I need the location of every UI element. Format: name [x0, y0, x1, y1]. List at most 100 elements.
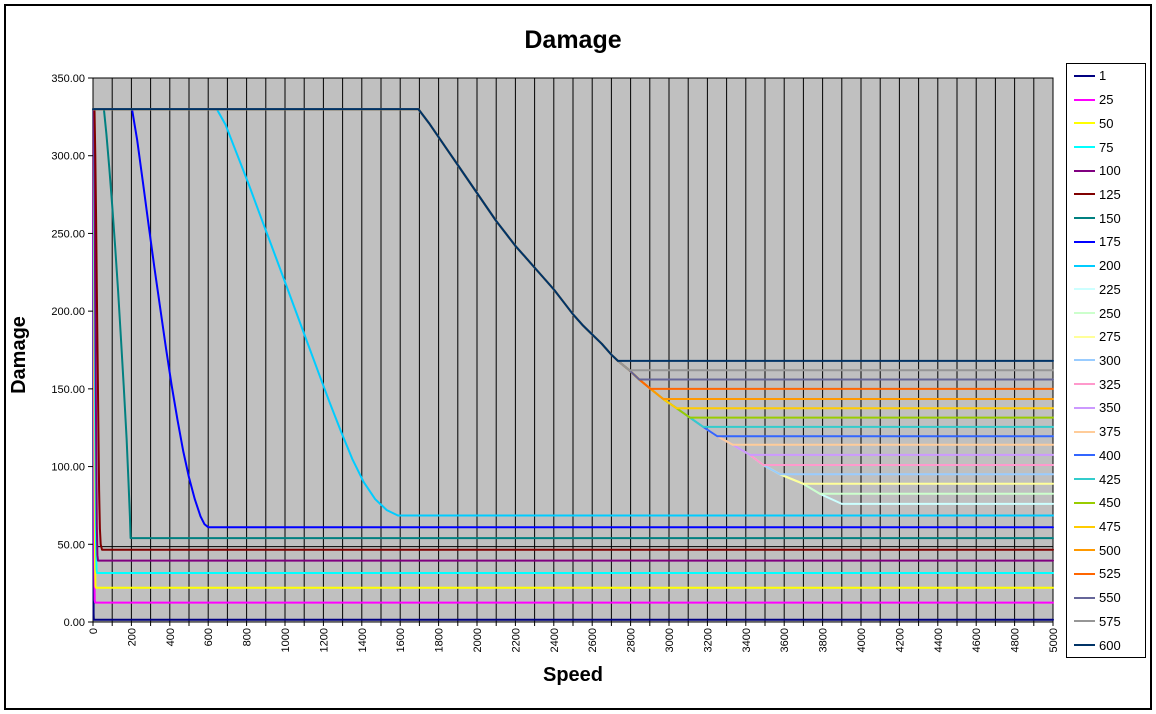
x-tick-label: 4000	[856, 628, 868, 652]
legend-label: 325	[1099, 376, 1121, 392]
y-tick-label: 50.00	[57, 539, 85, 551]
legend-line-marker	[1074, 74, 1095, 77]
series-line-175	[92, 108, 1054, 529]
legend-item: 325	[1067, 373, 1145, 395]
x-tick-label: 3800	[818, 628, 830, 652]
legend-label: 275	[1099, 329, 1121, 345]
legend-line-marker	[1074, 169, 1095, 172]
legend-label: 350	[1099, 400, 1121, 416]
x-tick-label: 1600	[395, 628, 407, 652]
legend-line-marker	[1074, 644, 1095, 647]
legend-item: 250	[1067, 302, 1145, 324]
x-tick-label: 5000	[1048, 628, 1060, 652]
y-tick-labels: 0.00 50.00 100.00 150.00 200.00 250.00 300.00 3…	[51, 73, 85, 629]
legend-item: 1	[1067, 65, 1145, 87]
legend-item: 50	[1067, 112, 1145, 134]
x-tick-label: 4800	[1010, 628, 1022, 652]
legend-item: 500	[1067, 539, 1145, 561]
legend-line-marker	[1074, 478, 1095, 481]
legend-item: 375	[1067, 421, 1145, 443]
legend-label: 525	[1099, 566, 1121, 582]
x-tick-label: 2800	[626, 628, 638, 652]
y-tick-label: 100.00	[51, 462, 85, 474]
legend-label: 75	[1099, 139, 1114, 155]
series-line-600	[92, 108, 1054, 362]
x-tick-label: 2000	[472, 628, 484, 652]
legend-item: 450	[1067, 492, 1145, 514]
legend-label: 225	[1099, 281, 1121, 297]
legend-label: 475	[1099, 519, 1121, 535]
legend-label: 375	[1099, 424, 1121, 440]
legend-line-marker	[1074, 288, 1095, 291]
legend-item: 425	[1067, 468, 1145, 490]
legend-line-marker	[1074, 620, 1095, 623]
x-tick-label: 4600	[971, 628, 983, 652]
legend-line-marker	[1074, 549, 1095, 552]
x-tick-label: 1800	[434, 628, 446, 652]
legend-item: 125	[1067, 183, 1145, 205]
x-tick-label: 2400	[549, 628, 561, 652]
x-tick-label: 1000	[280, 628, 292, 652]
legend-line-marker	[1074, 193, 1095, 196]
legend-label: 100	[1099, 163, 1121, 179]
legend-line-marker	[1074, 98, 1095, 101]
legend-item: 25	[1067, 89, 1145, 111]
legend-item: 400	[1067, 444, 1145, 466]
legend-line-marker	[1074, 454, 1095, 457]
x-tick-label: 2600	[587, 628, 599, 652]
legend-line-marker	[1074, 146, 1095, 149]
legend-label: 400	[1099, 447, 1121, 463]
x-gridlines	[111, 78, 1054, 622]
legend-line-marker	[1074, 240, 1095, 243]
x-tick-label: 3600	[779, 628, 791, 652]
x-tick-label: 4200	[894, 628, 906, 652]
y-tick-label: 200.00	[51, 306, 85, 318]
legend-label: 125	[1099, 186, 1121, 202]
legend-label: 250	[1099, 305, 1121, 321]
x-axis-title: Speed	[542, 664, 604, 686]
legend-label: 1	[1099, 68, 1107, 84]
legend-label: 175	[1099, 234, 1121, 250]
legend-label: 600	[1099, 637, 1121, 653]
legend-label: 200	[1099, 258, 1121, 274]
legend-item: 475	[1067, 516, 1145, 538]
legend-item: 175	[1067, 231, 1145, 253]
legend-item: 300	[1067, 349, 1145, 371]
legend-line-marker	[1074, 264, 1095, 267]
legend-label: 300	[1099, 352, 1121, 368]
legend-item: 150	[1067, 207, 1145, 229]
legend-label: 550	[1099, 590, 1121, 606]
x-tick-label: 2200	[510, 628, 522, 652]
y-tick-label: 150.00	[51, 384, 85, 396]
legend-label: 150	[1099, 210, 1121, 226]
legend-line-marker	[1074, 122, 1095, 125]
chart-title: Damage	[524, 26, 622, 54]
legend-line-marker	[1074, 406, 1095, 409]
x-tick-label: 1400	[357, 628, 369, 652]
legend-item: 75	[1067, 136, 1145, 158]
legend-line-marker	[1074, 596, 1095, 599]
series-line-150	[92, 108, 1054, 540]
legend-item: 550	[1067, 587, 1145, 609]
legend-label: 500	[1099, 542, 1121, 558]
legend-line-marker	[1074, 525, 1095, 528]
legend-label: 575	[1099, 613, 1121, 629]
series-line-200	[92, 108, 1054, 517]
x-tick-labels: 0 200 400 600 800 1000 1200 1400 1600 1800 2000 220…	[88, 628, 1060, 652]
legend-item: 350	[1067, 397, 1145, 419]
legend-label: 50	[1099, 115, 1114, 131]
y-tick-label: 250.00	[51, 228, 85, 240]
legend-item: 575	[1067, 610, 1145, 632]
legend-line-marker	[1074, 312, 1095, 315]
series-lines	[92, 108, 1054, 621]
legend-line-marker	[1074, 572, 1095, 575]
legend-line-marker	[1074, 335, 1095, 338]
legend-line-marker	[1074, 430, 1095, 433]
axis-ticks	[88, 77, 1054, 626]
y-tick-label: 350.00	[51, 73, 85, 85]
x-tick-label: 4400	[933, 628, 945, 652]
legend-item: 600	[1067, 634, 1145, 656]
legend-line-marker	[1074, 383, 1095, 386]
